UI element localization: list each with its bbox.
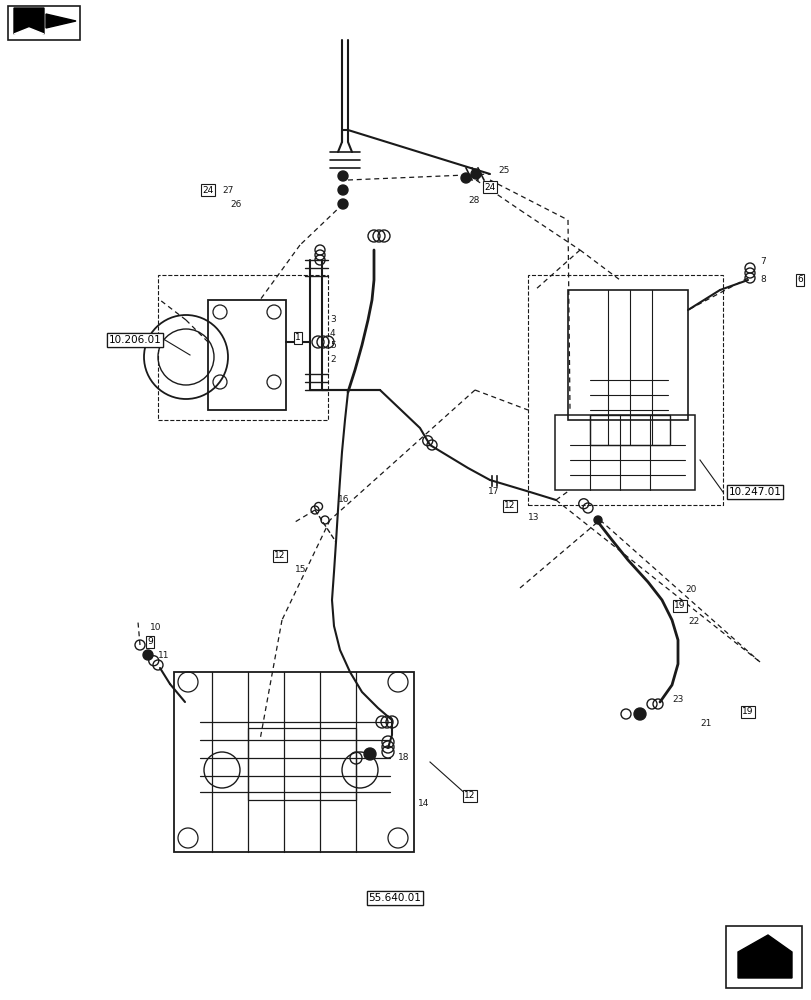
Text: 24: 24	[202, 186, 213, 195]
Text: 1: 1	[294, 334, 301, 342]
Text: 24: 24	[484, 183, 495, 192]
Polygon shape	[14, 8, 44, 34]
Text: 23: 23	[672, 696, 683, 704]
Text: 16: 16	[337, 495, 349, 504]
Bar	[158, 275, 328, 420]
Bar	[590, 415, 669, 445]
Text: 5: 5	[329, 342, 335, 351]
Text: 3: 3	[329, 316, 335, 324]
Text: 10.247.01: 10.247.01	[727, 487, 780, 497]
Bar	[174, 672, 414, 852]
Bar	[568, 290, 687, 420]
Text: 27: 27	[221, 186, 233, 195]
Text: 8: 8	[759, 275, 765, 284]
Circle shape	[337, 171, 348, 181]
Text: 12: 12	[504, 502, 515, 510]
Text: 9: 9	[147, 638, 152, 646]
Polygon shape	[14, 28, 44, 34]
Circle shape	[363, 748, 375, 760]
Text: 17: 17	[487, 488, 499, 496]
Circle shape	[337, 199, 348, 209]
Text: 55.640.01: 55.640.01	[368, 893, 421, 903]
Polygon shape	[46, 14, 76, 28]
Text: 10: 10	[150, 624, 161, 632]
Polygon shape	[737, 935, 791, 978]
Text: 20: 20	[684, 585, 696, 594]
Circle shape	[461, 173, 470, 183]
Text: 10.247.01: 10.247.01	[727, 487, 780, 497]
Circle shape	[633, 708, 646, 720]
Text: 21: 21	[699, 719, 710, 728]
Text: 14: 14	[418, 799, 429, 808]
Bar	[725, 926, 801, 988]
Text: 13: 13	[527, 514, 539, 522]
Text: 19: 19	[673, 601, 685, 610]
Text: 15: 15	[294, 566, 306, 574]
Text: 55.640.01: 55.640.01	[368, 893, 421, 903]
Bar	[247, 728, 355, 800]
Text: 12: 12	[274, 552, 285, 560]
Text: 18: 18	[397, 754, 409, 762]
Circle shape	[470, 169, 480, 179]
Bar	[208, 300, 285, 410]
Circle shape	[143, 650, 152, 660]
Text: 25: 25	[497, 166, 508, 175]
Text: 10.206.01: 10.206.01	[109, 335, 161, 345]
Text: 4: 4	[329, 328, 335, 338]
Text: 2: 2	[329, 356, 335, 364]
Bar	[554, 415, 694, 490]
Circle shape	[337, 185, 348, 195]
Text: 19: 19	[741, 708, 753, 716]
Circle shape	[594, 516, 601, 524]
Text: 22: 22	[687, 617, 698, 626]
Text: 26: 26	[230, 200, 241, 209]
Bar	[527, 275, 722, 505]
Text: 28: 28	[467, 196, 478, 205]
Text: 7: 7	[759, 257, 765, 266]
Text: 12: 12	[464, 791, 475, 800]
Text: 11: 11	[158, 652, 169, 660]
Text: 10.206.01: 10.206.01	[109, 335, 161, 345]
Bar	[8, 6, 80, 40]
Text: 6: 6	[796, 275, 802, 284]
